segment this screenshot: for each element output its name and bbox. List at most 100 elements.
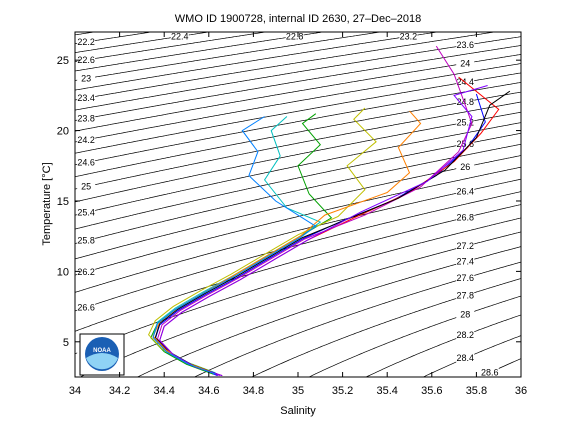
- density-contour: [75, 111, 521, 203]
- y-tick-label: 25: [57, 55, 69, 67]
- contour-label: 24: [460, 58, 470, 68]
- x-tick-label: 34.8: [243, 385, 264, 397]
- contour-label: 26: [460, 162, 470, 172]
- contour-label-bg: [77, 301, 96, 313]
- x-tick-label: 34.2: [109, 385, 130, 397]
- x-axis-label: Salinity: [280, 405, 316, 417]
- density-contour: [75, 72, 521, 154]
- density-contour: [75, 143, 521, 244]
- contour-label-bg: [456, 352, 475, 364]
- profile-line: [154, 90, 511, 375]
- contour-label-bg: [77, 265, 96, 277]
- density-contour: [75, 155, 521, 260]
- contour-label-bg: [456, 308, 475, 320]
- density-contour: [75, 32, 497, 101]
- contour-label: 25.4: [77, 208, 95, 218]
- x-tick-label: 34.6: [198, 385, 219, 397]
- contour-label-bg: [456, 240, 475, 252]
- profile-line: [156, 45, 473, 377]
- contour-label-bg: [456, 160, 475, 172]
- contour-label: 24.8: [456, 97, 474, 107]
- density-contour: [365, 314, 521, 377]
- density-contour: [75, 63, 521, 143]
- profile-line: [152, 116, 317, 375]
- contour-label-bg: [456, 95, 475, 107]
- density-contour: [75, 217, 521, 355]
- contour-label: 28.4: [456, 353, 474, 363]
- profile-line: [152, 110, 422, 374]
- contour-label-bg: [77, 53, 96, 65]
- contour-label-bg: [77, 234, 96, 246]
- contour-label: 26.6: [77, 302, 95, 312]
- contour-label-bg: [170, 32, 189, 42]
- density-contour: [75, 178, 521, 293]
- contour-label-bg: [77, 206, 96, 218]
- contour-label-bg: [456, 57, 475, 69]
- contour-label-bg: [399, 32, 418, 42]
- chart-title: WMO ID 1900728, internal ID 2630, 27–Dec…: [175, 13, 421, 25]
- contour-label-bg: [456, 185, 475, 197]
- contour-label-bg: [77, 180, 96, 192]
- contour-label: 24.2: [77, 135, 95, 145]
- x-tick-label: 34.4: [153, 385, 174, 397]
- x-tick-label: 36: [515, 385, 527, 397]
- density-contour: [75, 32, 440, 91]
- contour-label-bg: [77, 156, 96, 168]
- density-contour: [75, 32, 269, 63]
- contour-label: 23.4: [77, 93, 95, 103]
- contour-label: 28.2: [456, 330, 474, 340]
- contour-label-bg: [456, 211, 475, 223]
- contour-label-bg: [285, 32, 304, 42]
- y-tick-label: 20: [57, 126, 69, 138]
- contour-label: 28.6: [481, 368, 499, 378]
- contour-label: 22.4: [171, 31, 189, 41]
- profile-line: [159, 85, 488, 377]
- x-tick-label: 35.8: [466, 385, 487, 397]
- contour-label-bg: [456, 116, 475, 128]
- density-contour: [75, 32, 154, 45]
- contour-label: 25.2: [456, 117, 474, 127]
- contour-label: 27.6: [456, 273, 474, 283]
- contour-label: 27.4: [456, 257, 474, 267]
- density-contour: [75, 101, 521, 190]
- contour-label-bg: [77, 72, 96, 84]
- contour-label: 23: [81, 74, 91, 84]
- density-contour: [75, 132, 521, 230]
- contour-label-bg: [77, 112, 96, 124]
- contour-label: 23.6: [456, 40, 474, 50]
- contour-label: 25: [81, 182, 91, 192]
- density-contour: [79, 231, 521, 377]
- contour-label: 24.6: [77, 158, 95, 168]
- contour-label: 22.8: [286, 31, 304, 41]
- y-tick-label: 10: [57, 266, 69, 278]
- profile-layer: [148, 45, 511, 377]
- contour-label-bg: [480, 366, 499, 377]
- density-contour: [75, 45, 521, 121]
- contour-label-bg: [456, 255, 475, 267]
- contour-label-bg: [77, 133, 96, 145]
- density-contour: [75, 36, 521, 111]
- density-contour: [308, 295, 521, 377]
- contour-label: 27.2: [456, 241, 474, 251]
- contour-label: 25.8: [77, 236, 95, 246]
- y-tick-label: 5: [63, 337, 69, 349]
- y-tick-label: 15: [57, 196, 69, 208]
- contour-label-bg: [77, 35, 96, 47]
- contour-label: 26.8: [456, 213, 474, 223]
- contour-label: 22.6: [77, 55, 95, 65]
- x-tick-label: 35.4: [376, 385, 397, 397]
- contour-label: 23.2: [400, 31, 418, 41]
- logo-wave: [86, 353, 118, 370]
- contour-label-bg: [77, 92, 96, 104]
- logo-text: NOAA: [93, 348, 111, 354]
- x-tick-label: 35: [292, 385, 304, 397]
- contour-label-bg: [456, 76, 475, 88]
- contour-label: 28: [460, 309, 470, 319]
- density-contour: [75, 82, 521, 166]
- contour-label-bg: [456, 329, 475, 341]
- density-contour: [75, 91, 521, 178]
- contour-label: 26.4: [456, 186, 474, 196]
- contour-label: 23.8: [77, 113, 95, 123]
- y-axis-label: Temperature [°C]: [41, 162, 53, 245]
- density-contour: [75, 204, 521, 332]
